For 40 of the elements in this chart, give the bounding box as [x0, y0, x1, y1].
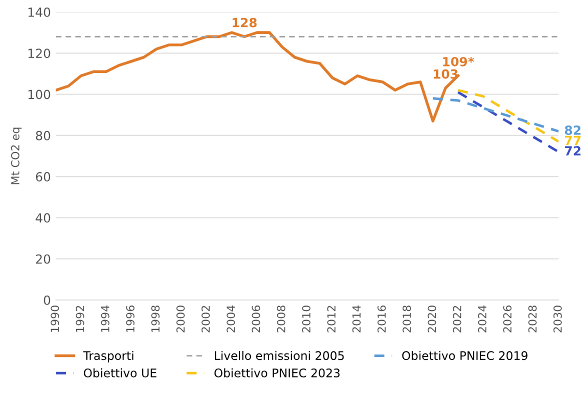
legend-label: Obiettivo UE	[84, 368, 156, 378]
y-tick-label: 80	[36, 130, 50, 140]
x-tick-label: 1994	[100, 305, 110, 332]
y-tick-label: 40	[36, 213, 50, 223]
x-tick-label: 2008	[276, 306, 286, 332]
x-tick-label: 2020	[428, 306, 436, 332]
x-tick-label: 2000	[176, 306, 185, 332]
x-tick-label: 2022	[452, 306, 462, 332]
data-label: 128	[232, 18, 257, 28]
y-tick-label: 0	[44, 295, 50, 305]
x-tick-label: 2024	[478, 305, 486, 332]
y-tick-label: 120	[28, 48, 50, 58]
x-tick-label: 1998	[151, 306, 160, 332]
x-tick-label: 2010	[302, 306, 310, 332]
x-tick-label: 2028	[528, 306, 537, 332]
x-tick-label: 2006	[252, 306, 260, 332]
data-label: 82	[564, 125, 580, 135]
x-tick-label: 1996	[126, 306, 134, 332]
legend-label: Obiettivo PNIEC 2019	[402, 350, 528, 360]
x-tick-label: 2018	[402, 306, 411, 332]
x-tick-label: 1992	[76, 306, 84, 332]
x-tick-label: 2016	[377, 306, 386, 332]
y-tick-label: 20	[36, 254, 50, 264]
x-tick-label: 2026	[503, 306, 512, 332]
x-tick-label: 2002	[202, 306, 210, 332]
x-tick-label: 1990	[50, 306, 60, 332]
legend-label: Trasporti	[83, 350, 134, 362]
legend-label: Obiettivo PNIEC 2023	[214, 368, 340, 378]
y-tick-label: 140	[28, 7, 50, 17]
data-label: 77	[564, 136, 581, 146]
data-label: 72	[564, 146, 580, 156]
y-axis-title: Mt CO2 eq	[11, 128, 22, 184]
x-tick-label: 2004	[226, 305, 236, 332]
x-tick-label: 2012	[327, 306, 336, 332]
x-tick-label: 2030	[553, 306, 562, 332]
legend-label: Livello emissioni 2005	[214, 350, 344, 360]
y-tick-label: 100	[28, 90, 50, 100]
y-tick-label: 60	[36, 172, 50, 182]
data-label: 109*	[443, 56, 474, 66]
x-tick-label: 2014	[352, 305, 361, 332]
